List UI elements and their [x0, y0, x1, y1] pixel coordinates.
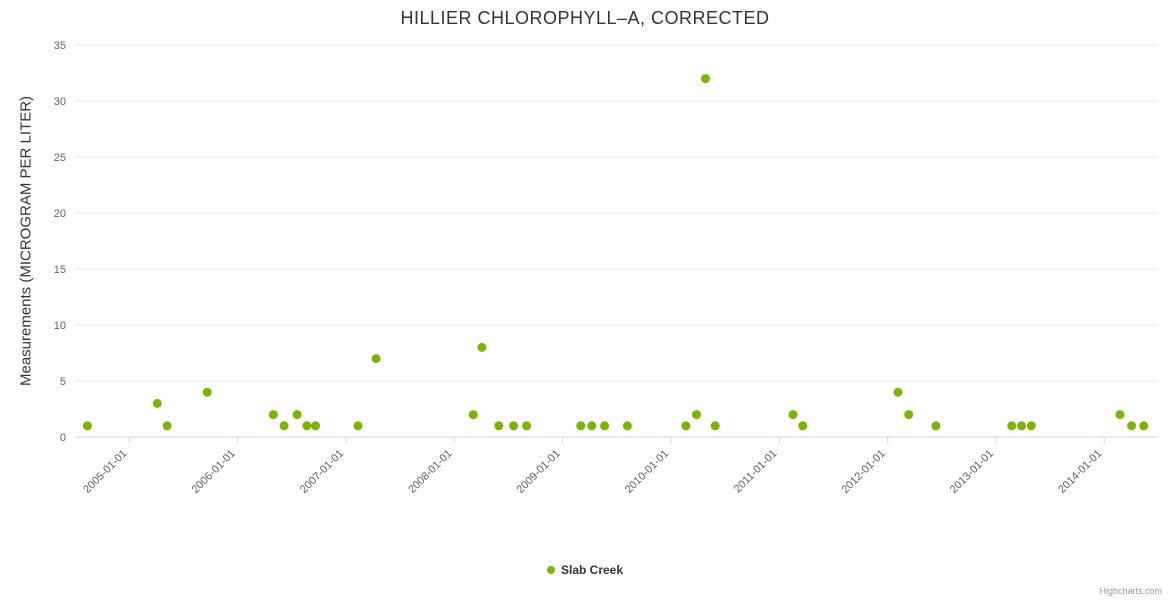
data-point[interactable]: [371, 354, 381, 364]
data-point[interactable]: [311, 421, 320, 431]
data-point[interactable]: [681, 421, 691, 431]
data-point[interactable]: [522, 421, 532, 431]
data-point[interactable]: [1127, 421, 1137, 431]
data-point[interactable]: [353, 421, 363, 431]
legend-label: Slab Creek: [560, 563, 624, 577]
data-point[interactable]: [292, 410, 302, 420]
data-point[interactable]: [710, 421, 720, 431]
data-point[interactable]: [268, 410, 278, 420]
chart-title: HILLIER CHLOROPHYLL–A, CORRECTED: [400, 8, 770, 28]
data-point[interactable]: [468, 410, 478, 420]
y-tick-label: 35: [54, 40, 66, 52]
data-point[interactable]: [931, 421, 941, 431]
data-point[interactable]: [477, 342, 487, 352]
data-point[interactable]: [302, 421, 312, 431]
data-point[interactable]: [1115, 410, 1125, 420]
data-point[interactable]: [82, 421, 92, 431]
x-tick-label: 2005-01-01: [81, 448, 129, 496]
data-point[interactable]: [622, 421, 632, 431]
x-tick-label: 2010-01-01: [623, 448, 671, 496]
x-tick-label: 2013-01-01: [948, 448, 996, 496]
data-point[interactable]: [701, 74, 710, 84]
data-point[interactable]: [1139, 421, 1149, 431]
data-point[interactable]: [904, 410, 914, 420]
y-tick-label: 20: [54, 208, 66, 220]
y-tick-label: 0: [60, 432, 66, 444]
y-tick-label: 10: [54, 320, 66, 332]
data-point[interactable]: [893, 387, 903, 397]
legend-item-slab-creek[interactable]: Slab Creek: [546, 563, 624, 577]
highcharts-credits-link[interactable]: Highcharts.com: [1099, 586, 1162, 596]
data-point[interactable]: [1017, 421, 1026, 431]
y-tick-label: 25: [54, 152, 66, 164]
x-tick-label: 2012-01-01: [839, 448, 887, 496]
data-point[interactable]: [152, 398, 162, 408]
legend-marker-icon: [546, 566, 555, 574]
x-tick-label: 2011-01-01: [732, 448, 780, 496]
x-tick-label: 2009-01-01: [515, 448, 563, 496]
data-point[interactable]: [1007, 421, 1017, 431]
x-tick-label: 2014-01-01: [1056, 448, 1104, 496]
data-point[interactable]: [509, 421, 519, 431]
y-tick-label: 5: [60, 376, 66, 388]
x-tick-label: 2006-01-01: [190, 448, 238, 496]
data-point[interactable]: [587, 421, 597, 431]
data-point[interactable]: [279, 421, 289, 431]
data-point[interactable]: [798, 421, 808, 431]
x-tick-label: 2008-01-01: [406, 448, 454, 496]
plot-area: 0 5 10 15 20 25 30 35 2005-01-01 2006-01-01 2007-0…: [54, 40, 1158, 496]
y-tick-label: 30: [54, 96, 66, 108]
y-tick-label: 15: [54, 264, 66, 276]
data-point[interactable]: [162, 421, 172, 431]
data-point[interactable]: [576, 421, 586, 431]
data-point[interactable]: [788, 410, 798, 420]
x-tick-label: 2007-01-01: [298, 448, 346, 496]
data-point[interactable]: [202, 387, 212, 397]
data-point[interactable]: [494, 421, 504, 431]
data-point[interactable]: [1026, 421, 1036, 431]
data-point[interactable]: [600, 421, 610, 431]
data-point[interactable]: [692, 410, 701, 420]
